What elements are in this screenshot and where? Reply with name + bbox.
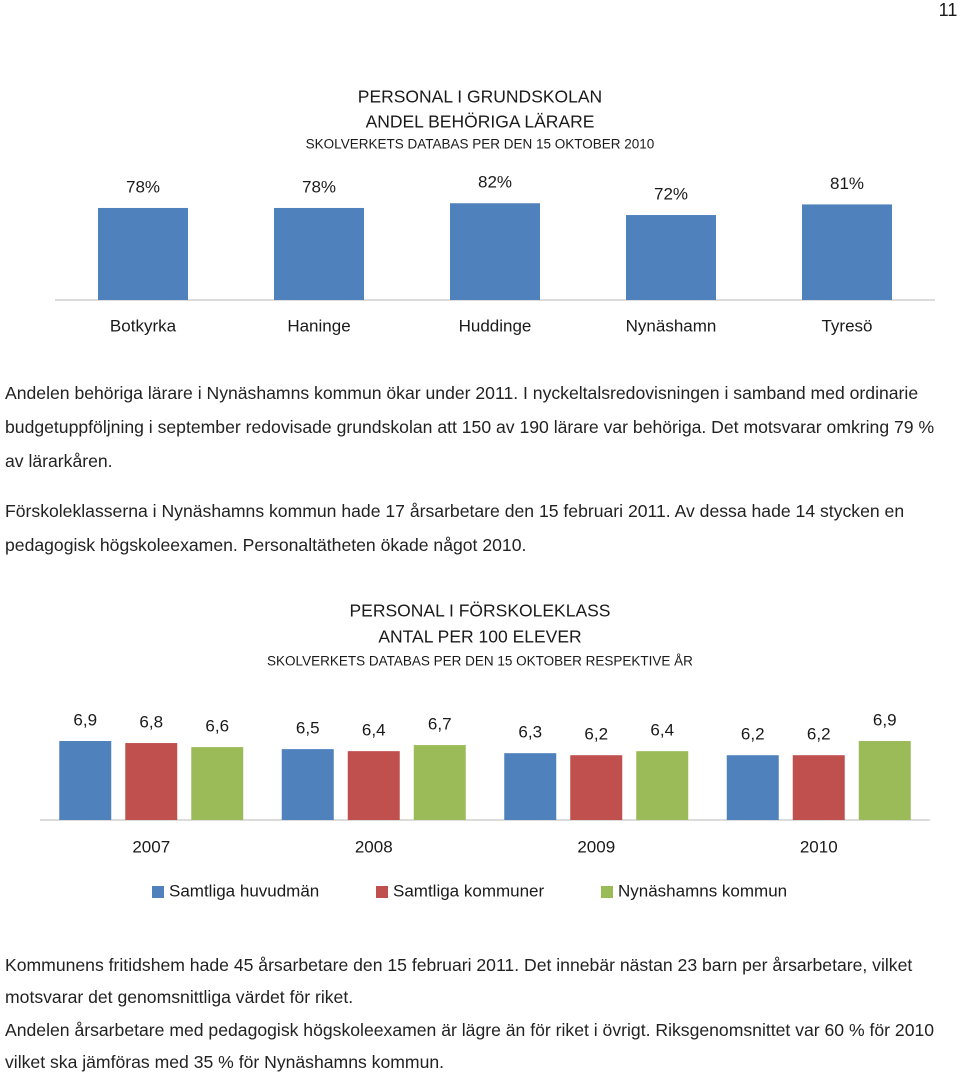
x-tick-label: 2007 — [132, 837, 170, 856]
x-tick-label: Haninge — [287, 316, 350, 335]
bar — [450, 203, 540, 300]
x-tick-label: Nynäshamn — [626, 316, 717, 335]
paragraph: Förskoleklasserna i Nynäshamns kommun ha… — [5, 501, 905, 555]
bar — [792, 755, 845, 820]
page-number: 11 — [939, 0, 958, 20]
chart-title: ANTAL PER 100 ELEVER — [378, 627, 581, 647]
data-label: 78% — [302, 177, 336, 196]
chart-title: ANDEL BEHÖRIGA LÄRARE — [366, 112, 595, 132]
data-label: 6,5 — [296, 719, 320, 738]
data-label: 6,9 — [873, 711, 897, 730]
paragraph: Kommunens fritidshem hade 45 årsarbetare… — [5, 955, 913, 1007]
bar — [98, 207, 188, 300]
bar — [125, 743, 178, 820]
data-label: 6,4 — [650, 721, 674, 740]
bar — [636, 751, 689, 820]
bar — [504, 753, 557, 820]
data-label: 78% — [126, 177, 160, 196]
bar — [802, 204, 892, 300]
data-label: 6,2 — [741, 725, 765, 744]
data-label: 6,3 — [518, 723, 542, 742]
chart-subtitle: SKOLVERKETS DATABAS PER DEN 15 OKTOBER R… — [267, 654, 693, 669]
paragraph: Andelen behöriga lärare i Nynäshamns kom… — [5, 383, 935, 471]
bar — [413, 745, 466, 820]
bar — [191, 747, 244, 820]
x-tick-label: 2009 — [577, 837, 615, 856]
chart-title: PERSONAL I GRUNDSKOLAN — [358, 87, 602, 107]
data-label: 81% — [830, 174, 864, 193]
data-label: 6,2 — [807, 725, 831, 744]
x-tick-label: Huddinge — [459, 316, 532, 335]
legend-label: Samtliga kommuner — [393, 881, 545, 900]
data-label: 6,8 — [139, 713, 163, 732]
chart-title: PERSONAL I FÖRSKOLEKLASS — [350, 601, 611, 621]
bar — [281, 749, 334, 820]
x-tick-label: Botkyrka — [110, 316, 177, 335]
bar — [858, 741, 911, 820]
data-label: 72% — [654, 185, 688, 204]
bar — [274, 207, 364, 300]
data-label: 6,4 — [362, 721, 386, 740]
x-tick-label: 2008 — [355, 837, 393, 856]
data-label: 6,9 — [73, 711, 97, 730]
legend-swatch — [152, 886, 164, 898]
legend-swatch — [601, 886, 613, 898]
legend-swatch — [376, 886, 388, 898]
data-label: 6,7 — [428, 715, 452, 734]
paragraph: Andelen årsarbetare med pedagogisk högsk… — [5, 1020, 935, 1072]
legend-label: Nynäshamns kommun — [618, 881, 787, 900]
x-tick-label: 2010 — [800, 837, 838, 856]
bar — [570, 755, 623, 820]
bar — [59, 741, 112, 820]
data-label: 6,6 — [205, 717, 229, 736]
data-label: 82% — [478, 173, 512, 192]
bar — [726, 755, 779, 820]
chart-subtitle: SKOLVERKETS DATABAS PER DEN 15 OKTOBER 2… — [306, 137, 655, 152]
x-tick-label: Tyresö — [821, 316, 872, 335]
bar — [347, 751, 400, 820]
data-label: 6,2 — [584, 725, 608, 744]
legend-label: Samtliga huvudmän — [169, 881, 319, 900]
bar — [626, 215, 716, 300]
